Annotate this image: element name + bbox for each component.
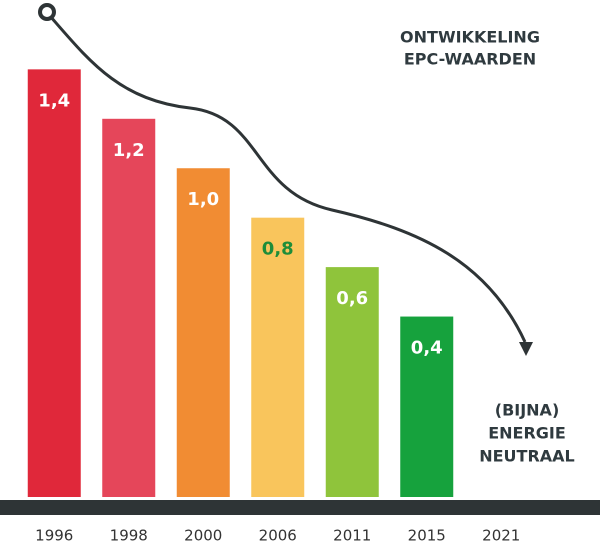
curve-start [38,3,56,21]
annotation: ENERGIE [488,424,566,443]
bar [176,168,230,497]
x-tick-label: 2006 [259,527,297,545]
chart-title: EPC-WAARDEN [404,50,536,69]
x-tick-label: 1998 [110,527,148,545]
value-label: 1,0 [187,189,219,210]
x-tick-label: 2015 [408,527,446,545]
chart-title: ONTWIKKELING [400,28,540,47]
annotation: (BIJNA) [495,401,560,420]
value-label: 0,8 [262,239,294,260]
bar [400,316,454,497]
value-label: 0,6 [336,288,368,309]
x-tick-label: 2011 [333,527,371,545]
value-label: 1,2 [113,140,145,161]
annotation: NEUTRAAL [479,447,575,466]
trend-curve [48,15,527,343]
bar [325,267,379,497]
value-label: 1,4 [38,90,70,111]
arrowhead [519,342,533,356]
bar [102,118,156,497]
value-label: 0,4 [411,338,443,359]
x-tick-label: 2021 [482,527,520,545]
bars [27,69,454,497]
baseline-band [0,500,600,515]
x-tick-label: 1996 [35,527,73,545]
bar [251,217,305,497]
x-tick-label: 2000 [184,527,222,545]
bar [27,69,81,497]
